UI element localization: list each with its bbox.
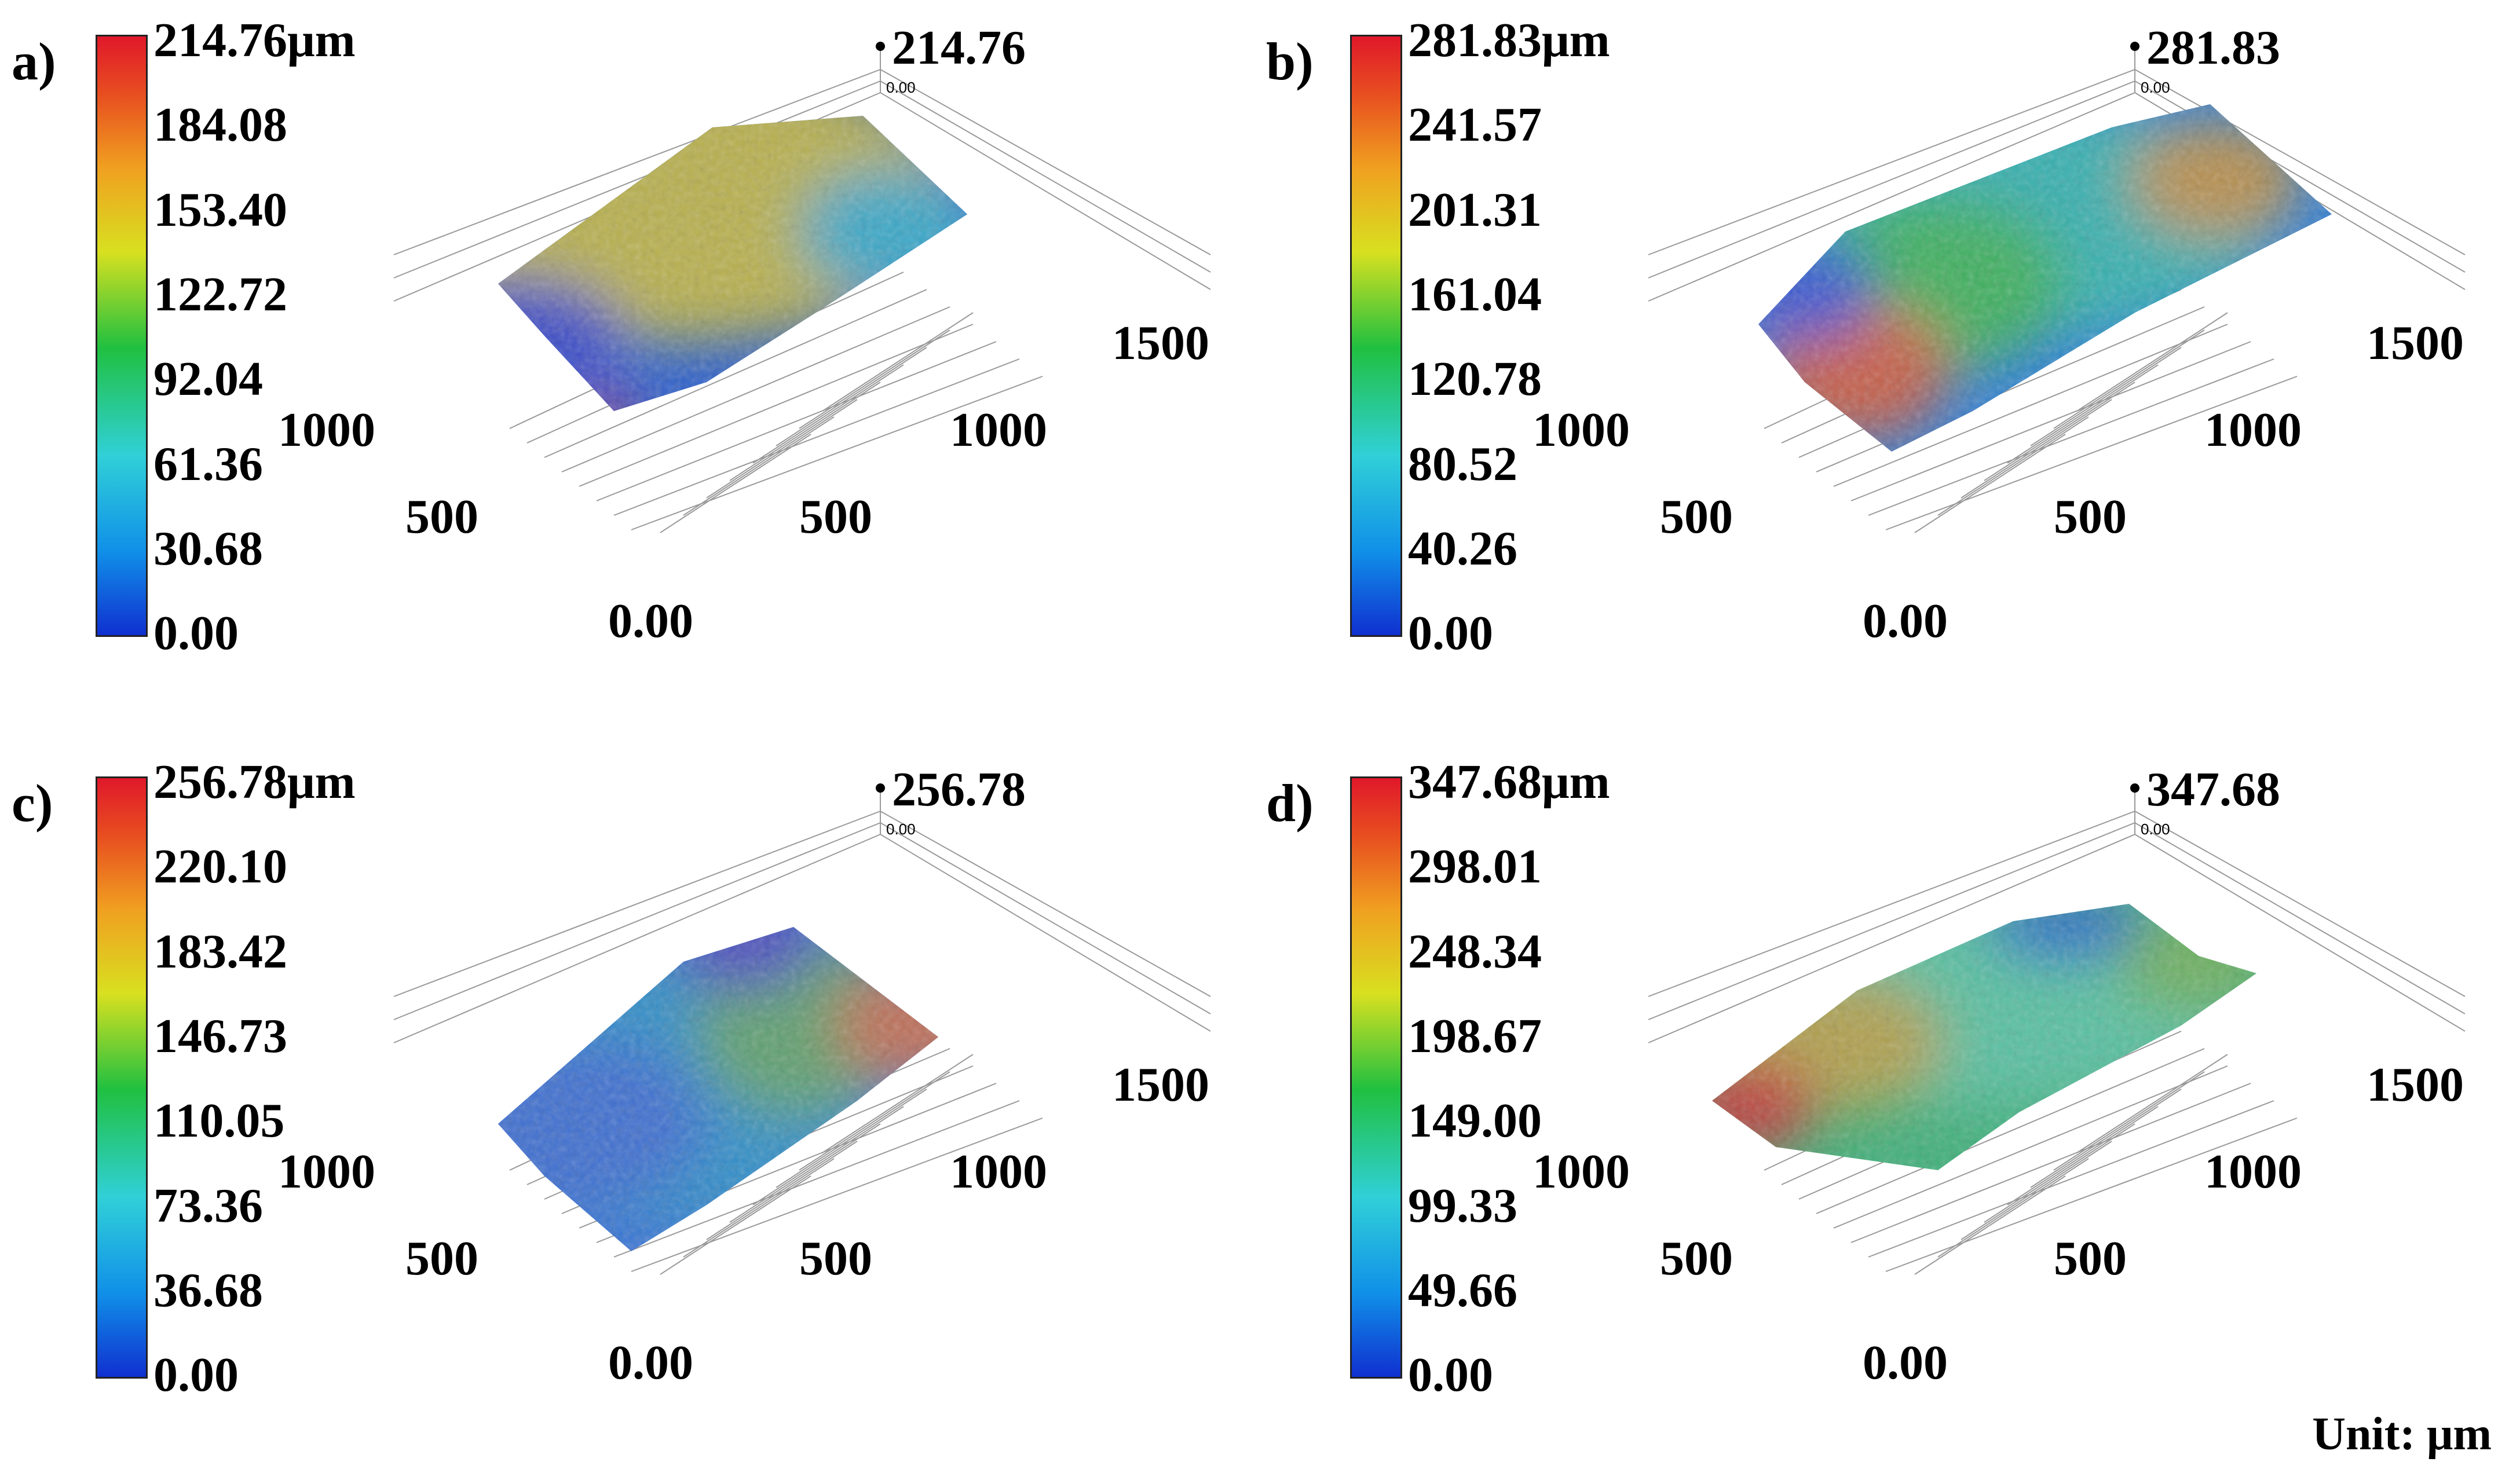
colorbar-tick: 49.66 — [1408, 1263, 1517, 1318]
panel-d: d) 347.68μm 298.01 248.34 198.67 149.00 99.33 4… — [1254, 742, 2509, 1483]
y-tick-label: 500 — [405, 490, 478, 544]
colorbar-tick: 99.33 — [1408, 1178, 1517, 1233]
colorbar-tick: 92.04 — [153, 352, 263, 406]
colorbar-tick: 184.08 — [153, 98, 287, 152]
z-max-marker — [876, 42, 885, 51]
panel-label: d) — [1266, 774, 1314, 833]
z-max-marker — [2130, 42, 2139, 51]
colorbar-tick: 120.78 — [1408, 352, 1542, 406]
colorbar-tick: 40.26 — [1408, 522, 1517, 576]
z-max-label: 214.76 — [892, 21, 1026, 75]
surface — [1758, 104, 2332, 452]
colorbar-tick: 347.68μm — [1408, 755, 1610, 809]
y-tick-label: 1000 — [278, 403, 375, 457]
x-tick-label: 500 — [2054, 1232, 2127, 1285]
colorbar-tick: 122.72 — [153, 268, 287, 322]
x-tick-label: 0.00 — [608, 1336, 693, 1390]
z-max-label: 256.78 — [892, 763, 1026, 816]
colorbar — [96, 35, 148, 637]
y-tick-label: 500 — [1660, 1232, 1733, 1285]
surface-plot: 347.68 0.00 0.00 500 1000 1500 500 1000 — [1533, 763, 2466, 1390]
colorbar — [96, 776, 148, 1379]
z-max-marker — [2130, 783, 2139, 793]
colorbar-tick: 201.31 — [1408, 182, 1542, 237]
x-tick-label: 1000 — [950, 403, 1047, 457]
x-tick-label: 500 — [799, 1232, 872, 1285]
colorbar-tick: 0.00 — [153, 606, 239, 661]
colorbar-tick: 110.05 — [153, 1094, 285, 1148]
panel-label: b) — [1266, 32, 1314, 91]
y-tick-label: 1000 — [1533, 1145, 1630, 1199]
colorbar-tick: 256.78μm — [153, 755, 356, 809]
y-tick-label: 1000 — [1533, 403, 1630, 457]
colorbar-tick: 0.00 — [1408, 606, 1493, 661]
x-tick-label: 1500 — [1112, 316, 1209, 370]
colorbar-tick: 73.36 — [153, 1178, 263, 1233]
x-tick-label: 1000 — [2204, 403, 2302, 457]
colorbar-tick: 80.52 — [1408, 437, 1517, 491]
x-tick-label: 0.00 — [1863, 1336, 1948, 1390]
x-tick-label: 1000 — [950, 1145, 1047, 1199]
colorbar-tick: 241.57 — [1408, 98, 1542, 152]
surface — [498, 116, 967, 411]
colorbar — [1350, 776, 1402, 1379]
y-tick-label: 1000 — [278, 1145, 375, 1199]
y-tick-label: 500 — [405, 1232, 478, 1285]
z-max-label: 347.68 — [2146, 763, 2280, 816]
panel-label: c) — [12, 774, 53, 833]
y-tick-label: 500 — [1660, 490, 1733, 544]
colorbar-tick: 161.04 — [1408, 268, 1542, 322]
colorbar-tick: 220.10 — [153, 840, 287, 894]
x-tick-label: 1500 — [1112, 1058, 1209, 1112]
surface — [1712, 904, 2256, 1170]
colorbar-tick: 281.83μm — [1408, 13, 1610, 67]
surface-plot: 214.76 0.00 0.00 500 1000 1500 500 1000 — [278, 21, 1211, 648]
colorbar-tick: 214.76μm — [153, 13, 356, 67]
colorbar-tick: 153.40 — [153, 182, 287, 237]
panel-a: a) 214.76μm 184.08 153.40 122.72 92.04 61.36 30… — [0, 0, 1254, 742]
colorbar-tick: 0.00 — [1408, 1348, 1493, 1402]
x-tick-label: 0.00 — [1863, 594, 1948, 648]
colorbar-tick: 248.34 — [1408, 924, 1542, 979]
x-tick-label: 500 — [2054, 490, 2127, 544]
x-tick-label: 1000 — [2204, 1145, 2302, 1199]
surface — [498, 927, 938, 1251]
colorbar-tick: 61.36 — [153, 437, 263, 491]
panel-c: c) 256.78μm 220.10 183.42 146.73 110.05 73.36 3… — [0, 742, 1254, 1483]
x-tick-label: 500 — [799, 490, 872, 544]
colorbar-tick: 183.42 — [153, 924, 287, 979]
surface-plot: 256.78 0.00 0.00 500 1000 1500 500 1000 — [278, 763, 1211, 1390]
panel-b: b) 281.83μm 241.57 201.31 161.04 120.78 80.52 4… — [1254, 0, 2509, 742]
colorbar-tick: 198.67 — [1408, 1009, 1542, 1064]
z-min-label: 0.00 — [2141, 79, 2170, 96]
panel-label: a) — [12, 32, 56, 91]
colorbar-tick: 0.00 — [153, 1348, 239, 1402]
colorbar-tick: 146.73 — [153, 1009, 287, 1064]
x-tick-label: 0.00 — [608, 594, 693, 648]
colorbar-tick: 298.01 — [1408, 840, 1542, 894]
surface-plot: 281.83 0.00 0.00 500 1000 1500 500 1000 — [1533, 21, 2466, 648]
z-max-label: 281.83 — [2146, 21, 2280, 75]
unit-label: Unit: μm — [2312, 1409, 2492, 1460]
colorbar — [1350, 35, 1402, 637]
z-max-marker — [876, 783, 885, 793]
colorbar-tick: 30.68 — [153, 522, 263, 576]
x-tick-label: 1500 — [2367, 316, 2464, 370]
colorbar-tick: 36.68 — [153, 1263, 263, 1318]
colorbar-tick: 149.00 — [1408, 1094, 1542, 1148]
z-min-label: 0.00 — [886, 820, 916, 838]
axis-box — [393, 46, 1211, 533]
z-min-label: 0.00 — [886, 79, 916, 96]
z-min-label: 0.00 — [2141, 820, 2170, 838]
x-tick-label: 1500 — [2367, 1058, 2464, 1112]
